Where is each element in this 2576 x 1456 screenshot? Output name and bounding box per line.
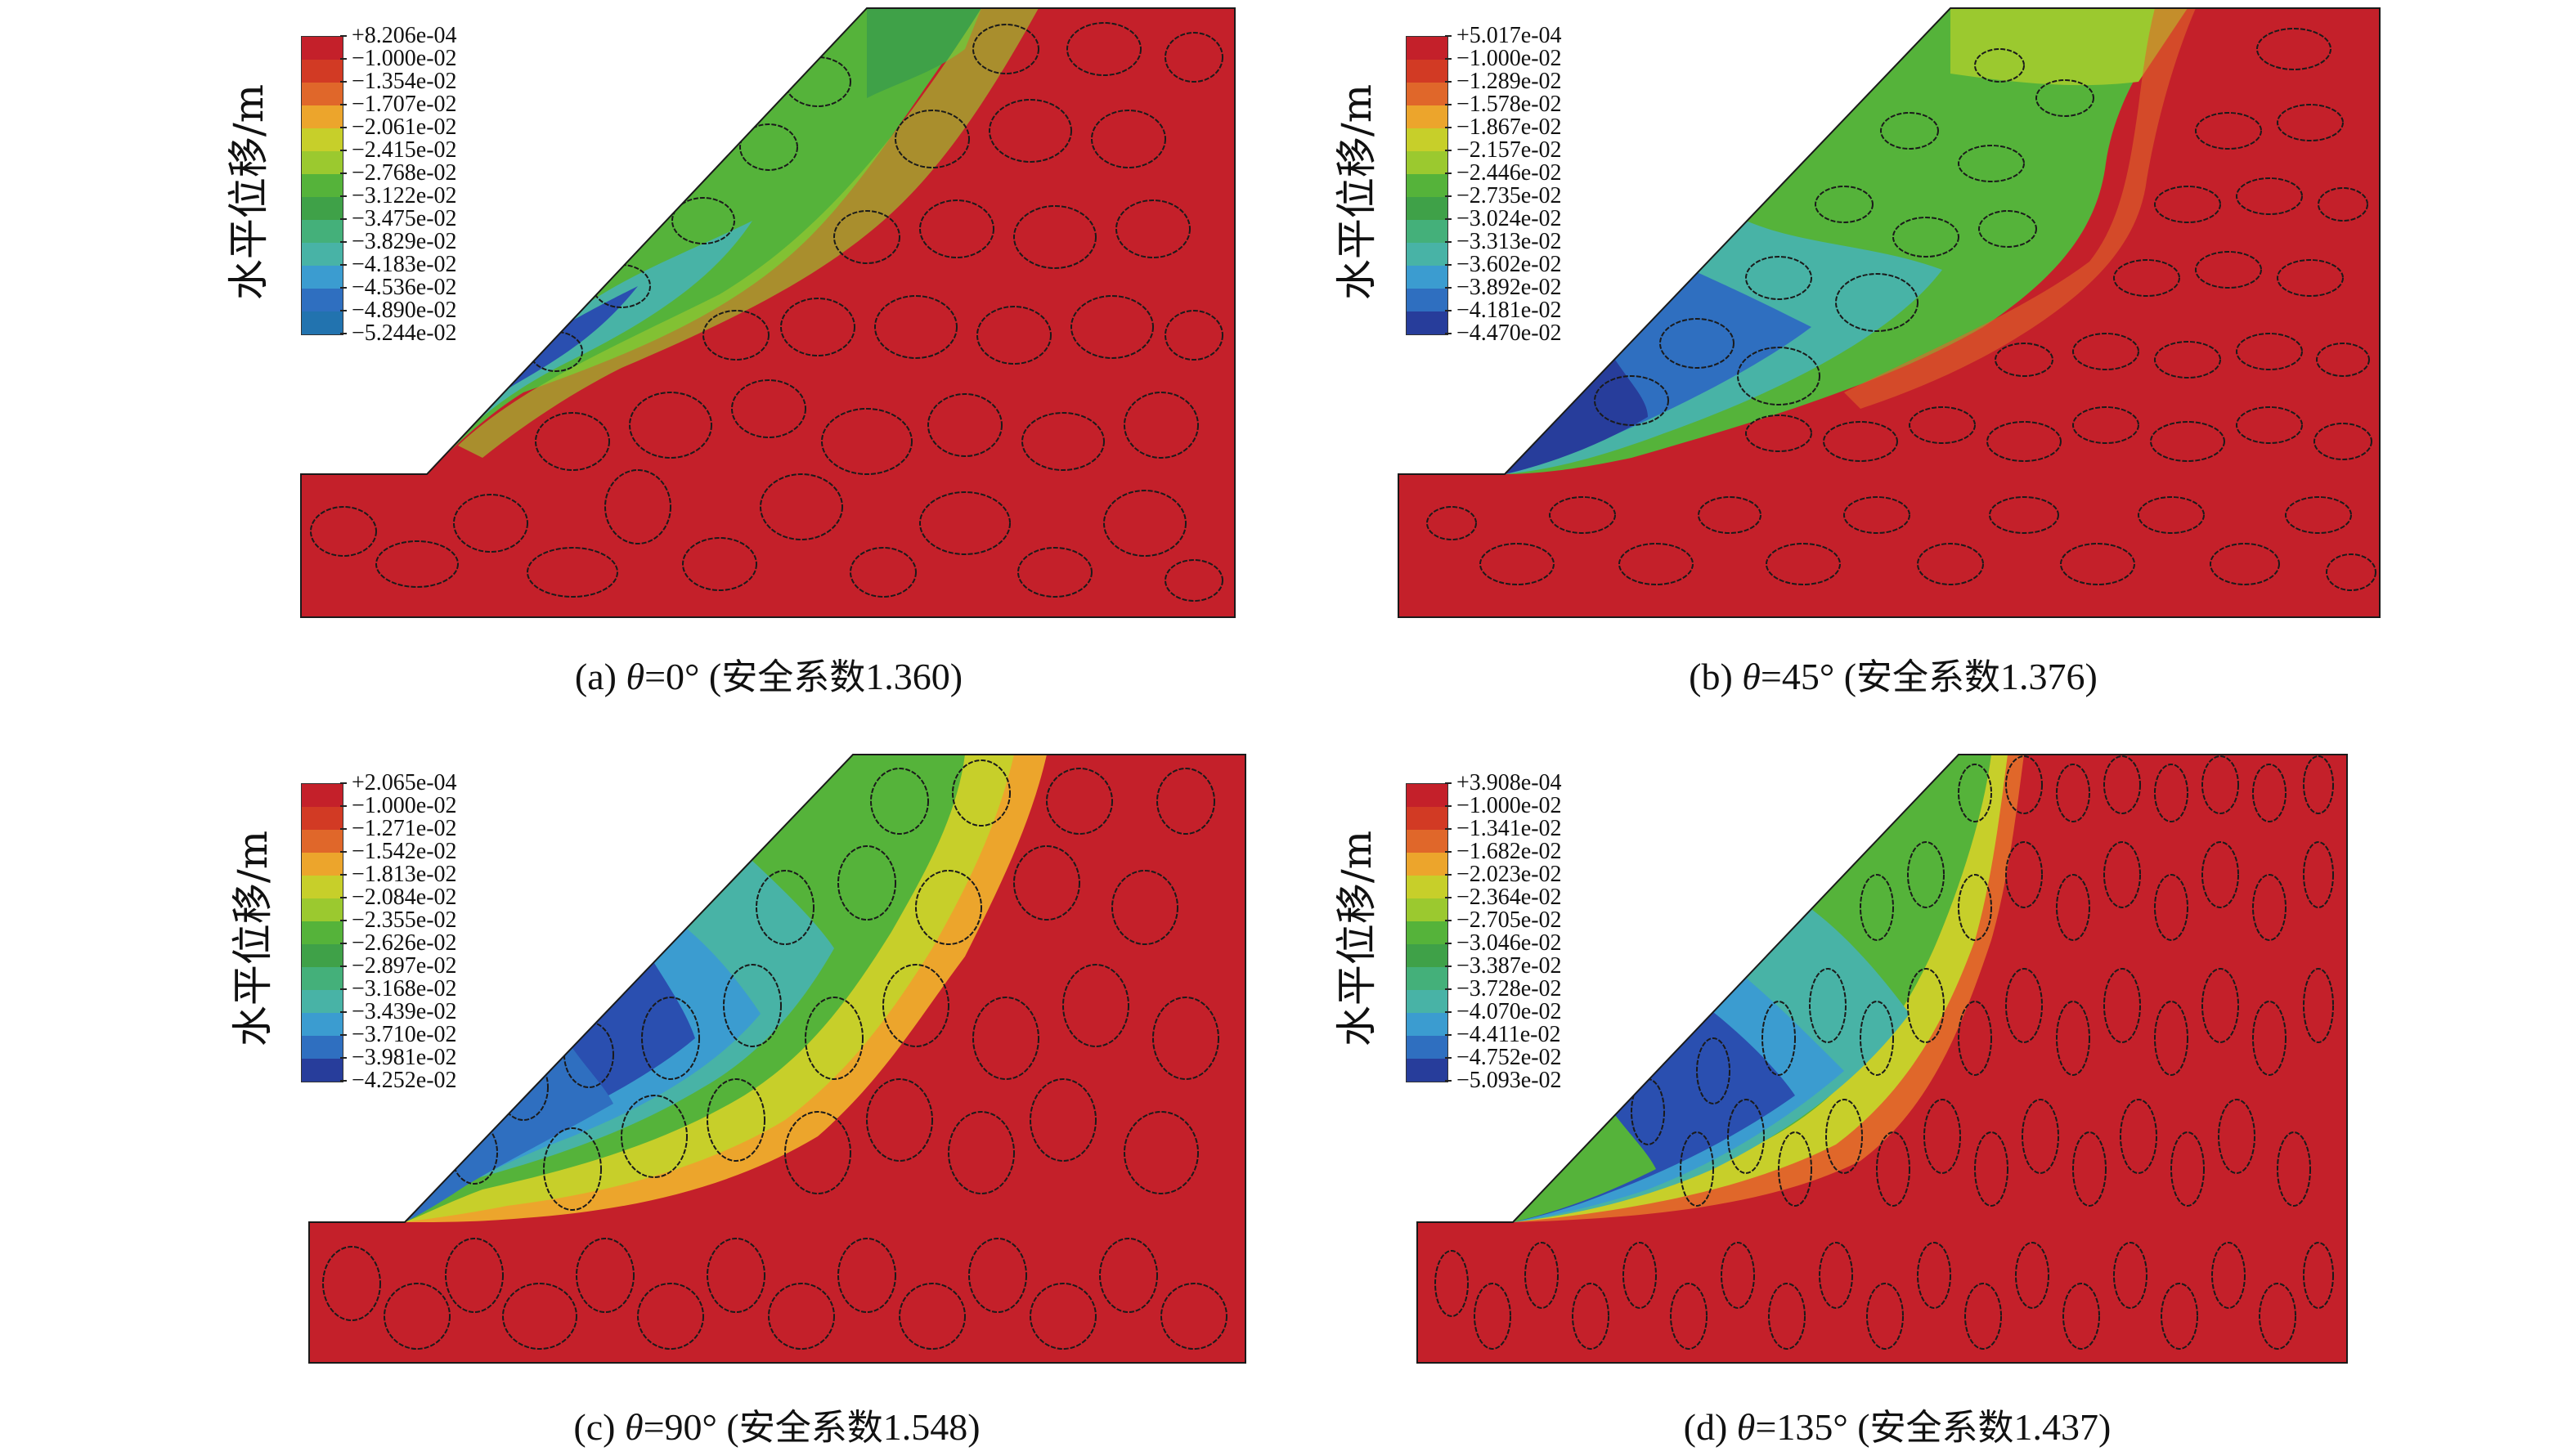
colorbar-tick: −4.890e-02 — [340, 299, 457, 322]
colorbar-tick: −1.354e-02 — [340, 70, 457, 93]
colorbar-tick: −2.084e-02 — [340, 886, 457, 909]
colorbar-tick: −1.000e-02 — [340, 47, 457, 70]
colorbar-tick: −3.728e-02 — [1445, 978, 1562, 1001]
colorbar-tick: −3.710e-02 — [340, 1024, 457, 1046]
colorbar-tick: −2.061e-02 — [340, 116, 457, 139]
slope-contour-a — [300, 7, 1236, 618]
colorbar-tick: −3.046e-02 — [1445, 932, 1562, 955]
colorbar-tick: −1.682e-02 — [1445, 840, 1562, 863]
slope-contour-d — [1416, 754, 2348, 1364]
colorbar-tick: −1.813e-02 — [340, 863, 457, 886]
colorbar-tick: −5.093e-02 — [1445, 1069, 1562, 1092]
colorbar-tick: −1.289e-02 — [1445, 70, 1562, 93]
panel-c: 水平位移/m +2.065e-04 −1.000e-02 −1.271e-02 … — [0, 728, 1288, 1455]
colorbar-tick: −2.023e-02 — [1445, 863, 1562, 886]
caption-a: (a) θ=0° (安全系数1.360) — [574, 656, 963, 698]
colorbar-tick: −3.168e-02 — [340, 978, 457, 1001]
colorbar-tick: −4.536e-02 — [340, 276, 457, 299]
colorbar-tick: −2.626e-02 — [340, 932, 457, 955]
caption-c: (c) θ=90° (安全系数1.548) — [573, 1406, 981, 1449]
colorbar-tick: −3.122e-02 — [340, 185, 457, 208]
colorbar-tick: −3.981e-02 — [340, 1046, 457, 1069]
colorbar-swatches — [301, 36, 343, 335]
panel-b: 水平位移/m +5.017e-04 −1.000e-02 −1.289e-02 … — [1288, 0, 2576, 728]
colorbar-tick: −3.024e-02 — [1445, 208, 1562, 231]
panel-a: 水平位移/m +8.206e-04 −1.000e-02 −1.354e-02 … — [0, 0, 1288, 728]
colorbar-tick: −2.446e-02 — [1445, 162, 1562, 185]
caption-b: (b) θ=45° (安全系数1.376) — [1689, 656, 2098, 698]
colorbar-tick: −3.387e-02 — [1445, 955, 1562, 978]
colorbar-tick: −2.768e-02 — [340, 162, 457, 185]
colorbar-swatches — [1406, 783, 1448, 1082]
colorbar-tick: −1.341e-02 — [1445, 818, 1562, 840]
colorbar-tick: +3.908e-04 — [1445, 772, 1562, 795]
colorbar-tick: −1.867e-02 — [1445, 116, 1562, 139]
colorbar-tick: −3.829e-02 — [340, 231, 457, 253]
colorbar-tick: −3.602e-02 — [1445, 253, 1562, 276]
colorbar-tick: −4.181e-02 — [1445, 299, 1562, 322]
colorbar-tick: +2.065e-04 — [340, 772, 457, 795]
colorbar-swatches — [1406, 36, 1448, 335]
slope-contour-c — [308, 754, 1246, 1364]
colorbar-tick: −3.892e-02 — [1445, 276, 1562, 299]
colorbar-tick: −5.244e-02 — [340, 322, 457, 345]
panel-d: 水平位移/m +3.908e-04 −1.000e-02 −1.341e-02 … — [1288, 728, 2576, 1455]
colorbar-tick: −4.070e-02 — [1445, 1001, 1562, 1024]
colorbar-tick: −1.542e-02 — [340, 840, 457, 863]
colorbar-tick: −1.000e-02 — [1445, 47, 1562, 70]
colorbar-tick: +5.017e-04 — [1445, 25, 1562, 47]
colorbar-tick: −4.183e-02 — [340, 253, 457, 276]
colorbar-tick: −2.415e-02 — [340, 139, 457, 162]
colorbar-tick: −2.157e-02 — [1445, 139, 1562, 162]
colorbar-tick: −2.705e-02 — [1445, 909, 1562, 932]
colorbar-tick: −1.578e-02 — [1445, 93, 1562, 116]
colorbar-tick: −1.707e-02 — [340, 93, 457, 116]
colorbar-tick: −2.364e-02 — [1445, 886, 1562, 909]
colorbar-tick: −4.411e-02 — [1445, 1024, 1561, 1046]
colorbar-swatches — [301, 783, 343, 1082]
slope-contour-b — [1398, 7, 2381, 618]
colorbar-tick: −2.735e-02 — [1445, 185, 1562, 208]
colorbar-tick: −4.252e-02 — [340, 1069, 457, 1092]
colorbar-tick: −2.897e-02 — [340, 955, 457, 978]
colorbar-tick: −3.313e-02 — [1445, 231, 1562, 253]
colorbar-tick: +8.206e-04 — [340, 25, 457, 47]
colorbar-tick: −3.439e-02 — [340, 1001, 457, 1024]
colorbar-tick: −3.475e-02 — [340, 208, 457, 231]
colorbar-tick: −4.470e-02 — [1445, 322, 1562, 345]
colorbar-tick: −1.000e-02 — [340, 795, 457, 818]
colorbar-tick: −2.355e-02 — [340, 909, 457, 932]
caption-d: (d) θ=135° (安全系数1.437) — [1683, 1406, 2112, 1449]
colorbar-tick: −1.271e-02 — [340, 818, 457, 840]
colorbar-tick: −4.752e-02 — [1445, 1046, 1562, 1069]
colorbar-tick: −1.000e-02 — [1445, 795, 1562, 818]
